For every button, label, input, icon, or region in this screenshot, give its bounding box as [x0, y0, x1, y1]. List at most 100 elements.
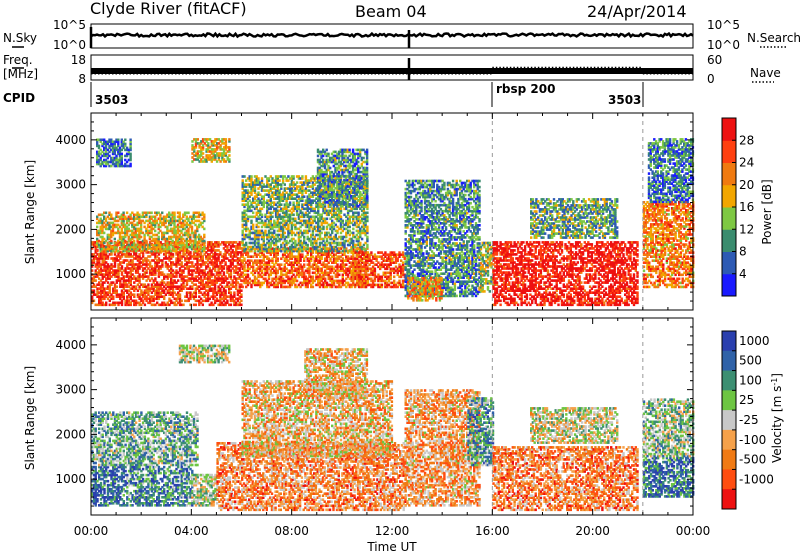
- echo-cell: [187, 212, 189, 215]
- echo-cell: [161, 212, 163, 215]
- freq-panel: Freq. [MHz] 18 8 60 0 Nave: [3, 53, 781, 86]
- echo-cell: [247, 274, 249, 277]
- echo-cell: [224, 289, 226, 292]
- echo-cell: [219, 251, 221, 254]
- nsearch-label: N.Search: [747, 31, 800, 45]
- nave-tick-high: 60: [707, 53, 722, 67]
- echo-cell: [172, 240, 174, 243]
- echo-cell: [144, 304, 146, 307]
- echo-cell: [122, 212, 124, 215]
- nsky-left-tick-low: 10^0: [53, 38, 86, 52]
- echo-cell: [243, 257, 245, 260]
- echo-cell: [228, 154, 230, 157]
- nsky-label: N.Sky: [3, 31, 37, 45]
- echo-cell: [203, 240, 205, 243]
- rti-figure: Clyde River (fitACF) Beam 04 24/Apr/2014…: [0, 0, 800, 554]
- echo-cell: [154, 277, 156, 280]
- echo-cell: [124, 143, 126, 146]
- echo-cell: [203, 234, 205, 237]
- echo-cell: [110, 240, 112, 243]
- echo-cell: [233, 291, 235, 294]
- echo-cell: [228, 138, 230, 141]
- freq-unit: [MHz]: [3, 67, 38, 81]
- echo-cell: [98, 145, 100, 148]
- echo-cell: [223, 271, 225, 274]
- nave-tick-low: 0: [707, 72, 715, 86]
- freq-label: Freq.: [3, 53, 33, 67]
- echo-cell: [121, 265, 123, 268]
- echo-cell: [240, 293, 242, 296]
- beam-title: Beam 04: [355, 2, 427, 21]
- nsky-right-tick-low: 10^0: [707, 38, 740, 52]
- echo-cell: [179, 212, 181, 215]
- echo-cell: [117, 139, 119, 142]
- echo-cell: [147, 283, 149, 286]
- echo-cell: [191, 226, 193, 229]
- echo-cell: [228, 146, 230, 149]
- echo-cell: [228, 158, 230, 161]
- nsky-left-tick-high: 10^5: [53, 18, 86, 32]
- echo-cell: [197, 138, 199, 141]
- echo-cell: [202, 304, 204, 307]
- echo-cell: [177, 279, 179, 282]
- echo-cell: [226, 300, 228, 303]
- echo-cell: [181, 300, 183, 303]
- cpid-panel: CPID 3503 rbsp 200 3503: [3, 82, 643, 107]
- echo-cell: [96, 250, 98, 253]
- echo-cell: [150, 212, 152, 215]
- echo-cell: [207, 142, 209, 145]
- nave-label: Nave: [750, 66, 781, 80]
- echo-cell: [191, 261, 193, 264]
- echo-cell: [240, 300, 242, 303]
- echo-cell: [230, 291, 232, 294]
- echo-cell: [224, 261, 226, 264]
- echo-cell: [225, 138, 227, 141]
- date-title: 24/Apr/2014: [587, 2, 687, 21]
- echo-cell: [117, 212, 119, 215]
- echo-cell: [124, 139, 126, 142]
- echo-cell: [103, 232, 105, 235]
- echo-cell: [116, 285, 118, 288]
- echo-cell: [179, 293, 181, 296]
- echo-cell: [145, 240, 147, 243]
- echo-cell: [242, 286, 244, 289]
- echo-cell: [240, 304, 242, 307]
- echo-cell: [95, 279, 97, 282]
- echo-cell: [114, 238, 116, 241]
- echo-cell: [240, 289, 242, 292]
- cpid-segment-3: 3503: [608, 93, 641, 107]
- echo-cell: [195, 304, 197, 307]
- cpid-segment-1: 3503: [95, 93, 128, 107]
- power-echoes: [91, 113, 694, 310]
- echo-cell: [121, 153, 123, 156]
- echo-cell: [129, 163, 131, 166]
- echo-cell: [158, 236, 160, 239]
- echo-cell: [202, 152, 204, 155]
- echo-cell: [133, 293, 135, 296]
- echo-cell: [154, 230, 156, 233]
- nsky-trace: [91, 34, 693, 37]
- cpid-label: CPID: [3, 91, 35, 105]
- echo-cell: [110, 214, 112, 217]
- freq-tick-low: 8: [78, 72, 86, 86]
- echo-cell: [126, 212, 128, 215]
- freq-tick-high: 18: [71, 53, 86, 67]
- echo-cell: [133, 240, 135, 243]
- echo-cell: [112, 295, 114, 298]
- station-title: Clyde River (fitACF): [90, 0, 247, 18]
- echo-cell: [105, 212, 107, 215]
- echo-cell: [140, 236, 142, 239]
- echo-cell: [173, 212, 175, 215]
- echo-cell: [129, 139, 131, 142]
- echo-cell: [172, 253, 174, 256]
- echo-cell: [203, 214, 205, 217]
- echo-cell: [105, 302, 107, 305]
- echo-cell: [187, 250, 189, 253]
- echo-cell: [129, 153, 131, 156]
- nsky-panel: N.Sky 10^5 10^0 10^5 10^0 N.Search: [3, 18, 800, 52]
- echo-cell: [96, 226, 98, 229]
- echo-cell: [181, 261, 183, 264]
- echo-cell: [203, 228, 205, 231]
- echo-cell: [116, 289, 118, 292]
